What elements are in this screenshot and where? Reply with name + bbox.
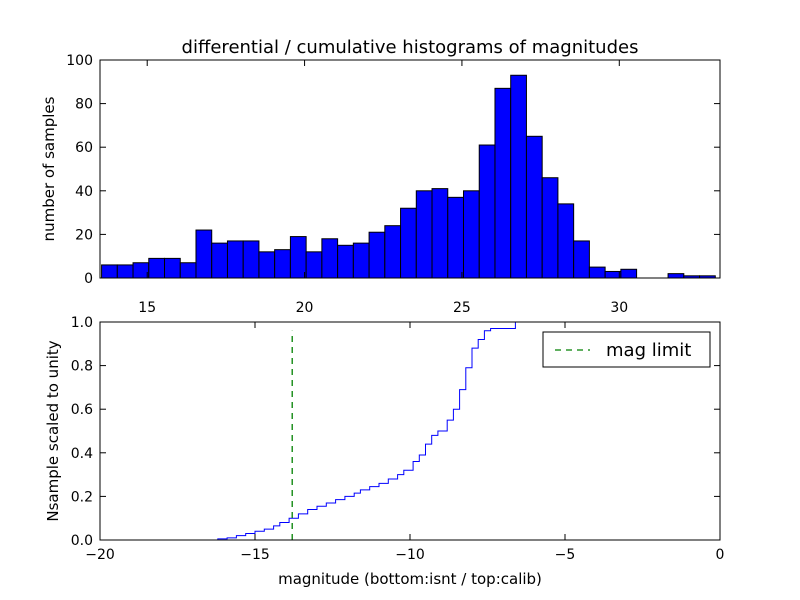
histogram-bar — [478, 144, 496, 279]
top-x-tick-label: 30 — [610, 300, 628, 316]
bottom-axis-ticks: 0.0 0.2 0.4 0.6 0.8 1.0 −20 −15 −10 −5 0 — [71, 315, 725, 563]
histogram-bar — [415, 190, 433, 279]
histogram-bar — [179, 262, 197, 279]
histogram-bar — [557, 203, 575, 279]
top-y-tick-label: 100 — [66, 53, 93, 69]
histogram-bar — [494, 87, 512, 279]
histogram-bar — [667, 273, 685, 279]
histogram-bar — [164, 257, 181, 279]
bottom-x-tick-label: −20 — [85, 547, 115, 563]
top-histogram-bars — [101, 74, 716, 279]
bottom-y-tick-label: 1.0 — [71, 315, 93, 331]
histogram-bar — [148, 257, 166, 279]
bottom-y-tick-label: 0.6 — [71, 402, 93, 418]
histogram-bar — [321, 238, 339, 279]
top-y-tick-label: 80 — [75, 97, 93, 113]
bottom-y-axis-label: Nsample scaled to unity — [44, 340, 62, 521]
histogram-bar — [289, 236, 307, 279]
bottom-x-tick-label: −15 — [240, 547, 270, 563]
bottom-y-tick-label: 0.0 — [71, 533, 93, 549]
bottom-cumulative-panel: 0.0 0.2 0.4 0.6 0.8 1.0 −20 −15 −10 −5 0 magnitude… — [44, 315, 724, 588]
histogram-bar — [337, 244, 354, 279]
top-axis-ticks: 0 20 40 60 80 100 15 20 25 30 — [66, 53, 720, 316]
top-y-tick-label: 60 — [75, 140, 93, 156]
chart-title: differential / cumulative histograms of … — [182, 37, 639, 58]
bottom-y-tick-label: 0.4 — [71, 446, 93, 462]
top-histogram-panel: differential / cumulative histograms of … — [40, 37, 721, 316]
bottom-x-tick-label: −5 — [555, 547, 576, 563]
histogram-bar — [384, 225, 402, 279]
histogram-bar — [525, 135, 543, 279]
histogram-bar — [400, 207, 417, 279]
histogram-bar — [132, 262, 150, 279]
top-x-tick-label: 25 — [453, 300, 471, 316]
histogram-bar — [226, 240, 244, 279]
histogram-bar — [541, 177, 559, 279]
legend: mag limit — [542, 331, 711, 368]
bottom-x-tick-label: −10 — [395, 547, 425, 563]
histogram-bar — [447, 196, 465, 279]
histogram-bar — [274, 249, 291, 279]
histogram-bar — [305, 251, 323, 279]
top-y-tick-label: 0 — [84, 271, 93, 287]
histogram-bar — [431, 188, 449, 279]
histogram-bar — [211, 242, 228, 279]
histogram-bar — [368, 231, 386, 279]
bottom-y-tick-label: 0.8 — [71, 359, 93, 375]
histogram-bar — [510, 74, 527, 279]
top-x-tick-label: 15 — [138, 300, 156, 316]
top-y-tick-label: 40 — [75, 184, 93, 200]
bottom-y-tick-label: 0.2 — [71, 489, 93, 505]
histogram-bar — [242, 240, 260, 279]
bottom-x-axis-label: magnitude (bottom:isnt / top:calib) — [278, 570, 542, 588]
top-y-axis-label: number of samples — [40, 96, 58, 241]
histogram-bar — [116, 264, 134, 279]
histogram-bar — [352, 242, 370, 279]
histogram-bar — [573, 240, 590, 279]
histogram-bar — [258, 251, 276, 279]
histogram-bar — [604, 270, 622, 279]
top-x-tick-label: 20 — [296, 300, 314, 316]
histogram-bar — [620, 268, 638, 279]
top-y-tick-label: 20 — [75, 227, 93, 243]
legend-entry-mag-limit: mag limit — [606, 340, 691, 361]
cumulative-step-line — [100, 321, 721, 541]
histogram-bar — [588, 266, 606, 279]
histogram-bar — [101, 264, 118, 279]
top-plot-frame — [99, 59, 721, 279]
histogram-bar — [463, 190, 480, 279]
bottom-x-tick-label: 0 — [716, 547, 725, 563]
histogram-bar — [195, 229, 213, 279]
